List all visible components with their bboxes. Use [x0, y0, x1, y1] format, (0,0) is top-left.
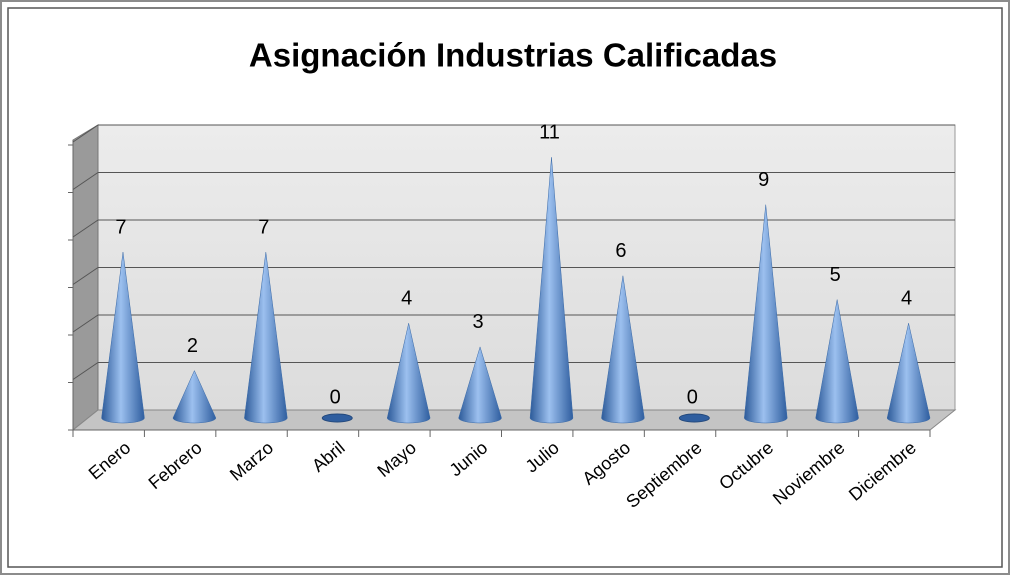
cone: [101, 252, 145, 424]
data-label: 6: [615, 240, 626, 262]
cone: [678, 413, 710, 423]
data-label: 4: [401, 287, 412, 309]
cone: [744, 204, 788, 424]
cone: [386, 323, 431, 424]
data-label: 0: [330, 386, 341, 408]
data-label: 5: [830, 264, 841, 286]
data-label: 4: [901, 287, 912, 309]
cone: [886, 323, 931, 424]
cone: [815, 299, 859, 424]
grid-line: [72, 267, 99, 285]
data-label: 2: [187, 335, 198, 357]
side-wall: [72, 124, 99, 432]
cone: [172, 369, 217, 424]
cone: [458, 346, 502, 424]
data-label: 7: [258, 216, 269, 238]
cone: [601, 275, 645, 424]
grid-line: [72, 314, 99, 333]
chart-title: Asignación Industrias Calificadas: [249, 37, 777, 74]
data-label: 0: [687, 386, 698, 408]
cone: [244, 252, 288, 424]
data-label: 7: [115, 216, 126, 238]
grid-line: [72, 219, 99, 238]
cone: [321, 413, 353, 423]
data-label: 9: [758, 169, 769, 191]
cone: [529, 157, 574, 424]
grid-line: [72, 124, 99, 143]
data-label: 11: [539, 122, 560, 144]
data-label: 3: [473, 311, 484, 333]
grid-line: [72, 362, 99, 380]
grid-line: [72, 172, 99, 190]
